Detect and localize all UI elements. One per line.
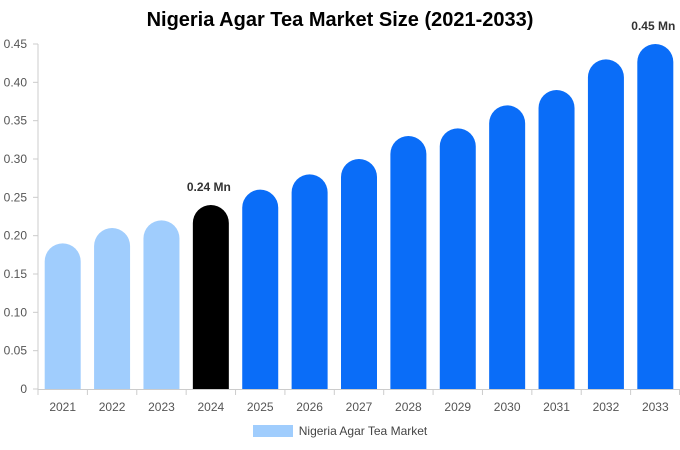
bar-2028 <box>390 136 427 389</box>
bar-2031 <box>538 90 575 389</box>
bar-2026 <box>291 174 328 389</box>
y-tick-label: 0.30 <box>4 152 28 166</box>
y-tick-label: 0.35 <box>4 114 28 128</box>
bar-2033 <box>637 44 674 389</box>
x-tick-label: 2026 <box>296 400 323 414</box>
y-tick-label: 0 <box>20 382 27 396</box>
x-tick-label: 2032 <box>593 400 620 414</box>
x-tick-label: 2029 <box>444 400 471 414</box>
x-tick-label: 2033 <box>642 400 669 414</box>
bar-2023 <box>143 220 180 389</box>
y-tick-label: 0.15 <box>4 267 28 281</box>
y-tick-label: 0.40 <box>4 75 28 89</box>
data-label-2033: 0.45 Mn <box>631 19 675 33</box>
x-tick-label: 2030 <box>494 400 521 414</box>
legend-label: Nigeria Agar Tea Market <box>298 424 428 438</box>
x-tick-label: 2025 <box>247 400 274 414</box>
y-tick-label: 0.25 <box>4 190 28 204</box>
data-label-2024: 0.24 Mn <box>187 180 231 194</box>
x-tick-label: 2027 <box>346 400 373 414</box>
x-tick-label: 2024 <box>197 400 224 414</box>
y-tick-label: 0.20 <box>4 229 28 243</box>
bar-2024 <box>192 205 229 389</box>
bar-2032 <box>587 59 624 389</box>
y-tick-label: 0.45 <box>4 37 28 51</box>
bar-2021 <box>44 243 81 389</box>
x-tick-label: 2023 <box>148 400 175 414</box>
bar-2027 <box>341 159 377 389</box>
chart-title: Nigeria Agar Tea Market Size (2021-2033) <box>146 9 534 31</box>
bar-2029 <box>439 128 476 390</box>
y-axis: 0 0.05 0.10 0.15 0.20 0.25 0.30 0.35 0.40 0.45 <box>4 37 39 396</box>
x-axis: 2021 2022 2023 2024 2025 2026 2027 2028 2029 2030… <box>37 389 680 414</box>
annotations: 0.24 Mn 0.45 Mn <box>187 19 675 194</box>
bar-2025 <box>242 189 279 389</box>
bar-2030 <box>489 105 526 390</box>
bar-2022 <box>94 228 131 389</box>
bars <box>44 44 674 390</box>
y-tick-label: 0.10 <box>4 305 28 319</box>
x-tick-label: 2021 <box>49 400 76 414</box>
legend: Nigeria Agar Tea Market <box>0 424 680 438</box>
legend-swatch <box>252 425 293 437</box>
x-tick-label: 2031 <box>543 400 570 414</box>
x-tick-label: 2028 <box>395 400 422 414</box>
y-tick-label: 0.05 <box>4 344 28 358</box>
x-tick-label: 2022 <box>99 400 126 414</box>
